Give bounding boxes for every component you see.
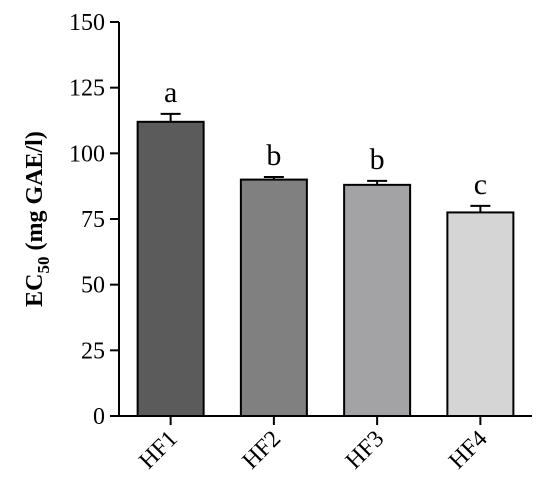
significance-letters: a b b c — [164, 76, 487, 201]
significance-letter: b — [370, 143, 385, 176]
bar-hf2 — [239, 178, 308, 417]
bars — [136, 120, 515, 418]
y-tick-label: 75 — [81, 207, 105, 233]
significance-letter: c — [474, 168, 487, 201]
x-tick-label: HF2 — [238, 426, 287, 475]
y-label-subscript: 50 — [34, 256, 53, 273]
y-axis-label: EC50 (mg GAE/l) — [22, 131, 53, 307]
bar-hf4 — [446, 211, 515, 417]
y-tick-label: 125 — [69, 76, 105, 102]
bar-hf3 — [343, 183, 412, 417]
x-tick-label: HF3 — [341, 426, 390, 475]
y-label-main: EC — [22, 273, 48, 306]
bar-hf1 — [136, 120, 205, 418]
x-tick-label: HF4 — [444, 426, 493, 475]
y-label-unit: (mg GAE/l) — [22, 131, 48, 256]
x-axis: HF1 HF2 HF3 HF4 — [119, 415, 532, 475]
y-axis-title: EC50 (mg GAE/l) — [22, 131, 53, 307]
significance-letter: b — [266, 139, 281, 172]
y-tick-label: 25 — [81, 338, 105, 364]
y-tick-label: 0 — [93, 404, 105, 430]
significance-letter: a — [164, 76, 177, 109]
y-tick-label: 50 — [81, 273, 105, 299]
x-tick-label: HF1 — [134, 426, 183, 475]
y-tick-label: 100 — [69, 141, 105, 167]
y-tick-label: 150 — [69, 10, 105, 36]
error-bars — [160, 112, 491, 213]
y-axis: 0 25 50 75 100 125 150 — [69, 10, 120, 430]
